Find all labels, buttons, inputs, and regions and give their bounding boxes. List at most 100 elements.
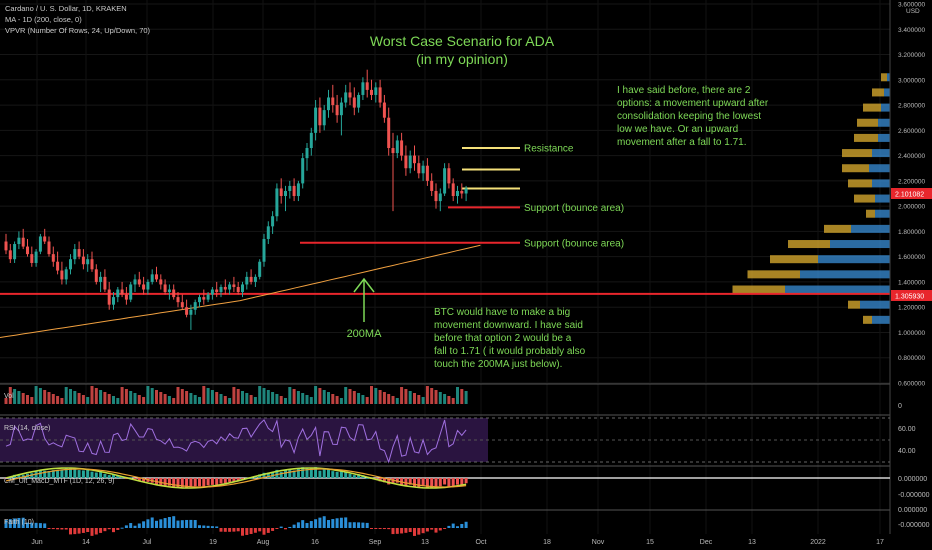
volume-profile-down — [854, 133, 878, 142]
candle-body — [116, 289, 120, 298]
macd-label: CM_Ult_MacD_MTF (1D, 12, 26, 9) — [4, 478, 114, 485]
macd-bar — [43, 470, 47, 478]
faith-bar — [94, 528, 98, 535]
faith-bar — [198, 525, 201, 528]
symbol-title: Cardano / U. S. Dollar, 1D, KRAKEN — [5, 4, 127, 13]
macd-bar — [352, 475, 356, 478]
faith-bar — [288, 526, 292, 528]
volume-bar — [146, 386, 150, 404]
note-right-line: options: a movement upward after — [617, 98, 769, 109]
volume-bar — [456, 387, 459, 404]
faith-bar — [322, 516, 326, 528]
volume-bar — [451, 398, 455, 404]
candle-body — [133, 279, 137, 285]
volume-profile-down — [842, 164, 869, 173]
volume-profile-up — [860, 300, 890, 309]
rsi-panel — [0, 417, 890, 464]
time-tick-label: 16 — [311, 539, 319, 546]
candle-body — [38, 236, 42, 252]
volume-bar — [172, 398, 176, 404]
volume-profile-up — [875, 209, 890, 218]
price-tick-label: 3.400000 — [898, 27, 925, 34]
volume-bar — [4, 398, 8, 404]
faith-bar — [69, 528, 72, 535]
candle-body — [327, 97, 330, 111]
volume-bar — [365, 397, 369, 404]
candle-body — [17, 237, 21, 245]
volume-bar — [408, 391, 412, 404]
macd-bar — [116, 475, 120, 478]
volume-profile-up — [830, 240, 890, 249]
candle-body — [288, 185, 292, 191]
volume-profile-up — [872, 179, 890, 188]
faith-bar — [116, 528, 120, 530]
volume-profile-down — [788, 240, 830, 249]
volume-bar — [116, 398, 120, 404]
volume-bar — [43, 390, 47, 404]
candle-body — [34, 251, 38, 263]
candle-body — [30, 254, 34, 263]
candle-body — [124, 294, 128, 300]
faith-bar — [327, 520, 330, 528]
volume-bar — [421, 397, 425, 404]
candle-body — [198, 297, 201, 303]
current-price-label: 2.101082 — [895, 192, 924, 199]
note-bottom-line: before that option 2 would be a — [434, 333, 572, 344]
volume-bar — [275, 394, 279, 404]
marked-level-tag: 1.305930 — [891, 290, 932, 301]
macd-bar — [322, 468, 326, 478]
candle-body — [352, 97, 356, 108]
price-axis-ticks: 3.600000 3.400000 3.200000 3.000000 2.800000… — [898, 2, 925, 388]
faith-bar — [13, 518, 17, 528]
time-tick-label: 14 — [82, 539, 90, 546]
faith-bar — [425, 528, 429, 532]
candle-body — [47, 241, 51, 255]
candle-body — [90, 259, 94, 270]
candle-body — [348, 92, 352, 98]
candle-body — [120, 289, 124, 295]
faith-bar — [318, 517, 322, 528]
chart-title: Worst Case Scenario for ADA — [370, 33, 555, 49]
faith-bar — [335, 518, 339, 528]
rsi-label: RSI (14, close) — [4, 425, 50, 432]
candle-body — [382, 102, 386, 118]
ma-indicator-label: MA - 1D (200, close, 0) — [5, 15, 82, 24]
macd-bar — [185, 478, 189, 488]
macd-bar — [103, 474, 107, 478]
volume-profile-down — [881, 73, 887, 82]
candle-body — [180, 302, 184, 308]
volume-bar — [292, 389, 296, 404]
macd-bar — [365, 477, 369, 479]
volume-bar — [430, 388, 434, 404]
faith-bar — [21, 517, 25, 528]
volume-bar — [413, 393, 416, 404]
candle-body — [4, 241, 8, 251]
volume-profile-up — [785, 285, 890, 294]
volume-profile-up — [881, 103, 890, 112]
macd-bar — [219, 478, 223, 484]
volume-bar — [245, 393, 249, 404]
volume-bar — [460, 389, 464, 404]
faith-bar — [460, 523, 464, 528]
volume-bar — [404, 389, 408, 404]
faith-bar — [137, 523, 141, 528]
faith-bar — [60, 528, 64, 530]
volume-bar — [51, 394, 55, 404]
faith-bar — [77, 528, 81, 534]
volume-bar — [374, 388, 378, 404]
faith-bar — [378, 528, 382, 529]
vpvr-indicator-label: VPVR (Number Of Rows, 24, Up/Down, 70) — [5, 26, 151, 35]
faith-bar — [146, 519, 150, 528]
candle-body — [430, 180, 434, 191]
candle-body — [365, 82, 369, 90]
macd-bar — [137, 478, 141, 482]
faith-bar — [232, 528, 236, 532]
level-label: Resistance — [524, 144, 574, 155]
time-tick-label: Jun — [31, 539, 42, 546]
faith-bar — [253, 528, 257, 533]
volume-bar — [249, 395, 253, 404]
price-tick-label: 2.000000 — [898, 204, 925, 211]
volume-bar — [417, 395, 421, 404]
faith-bar — [404, 528, 408, 533]
